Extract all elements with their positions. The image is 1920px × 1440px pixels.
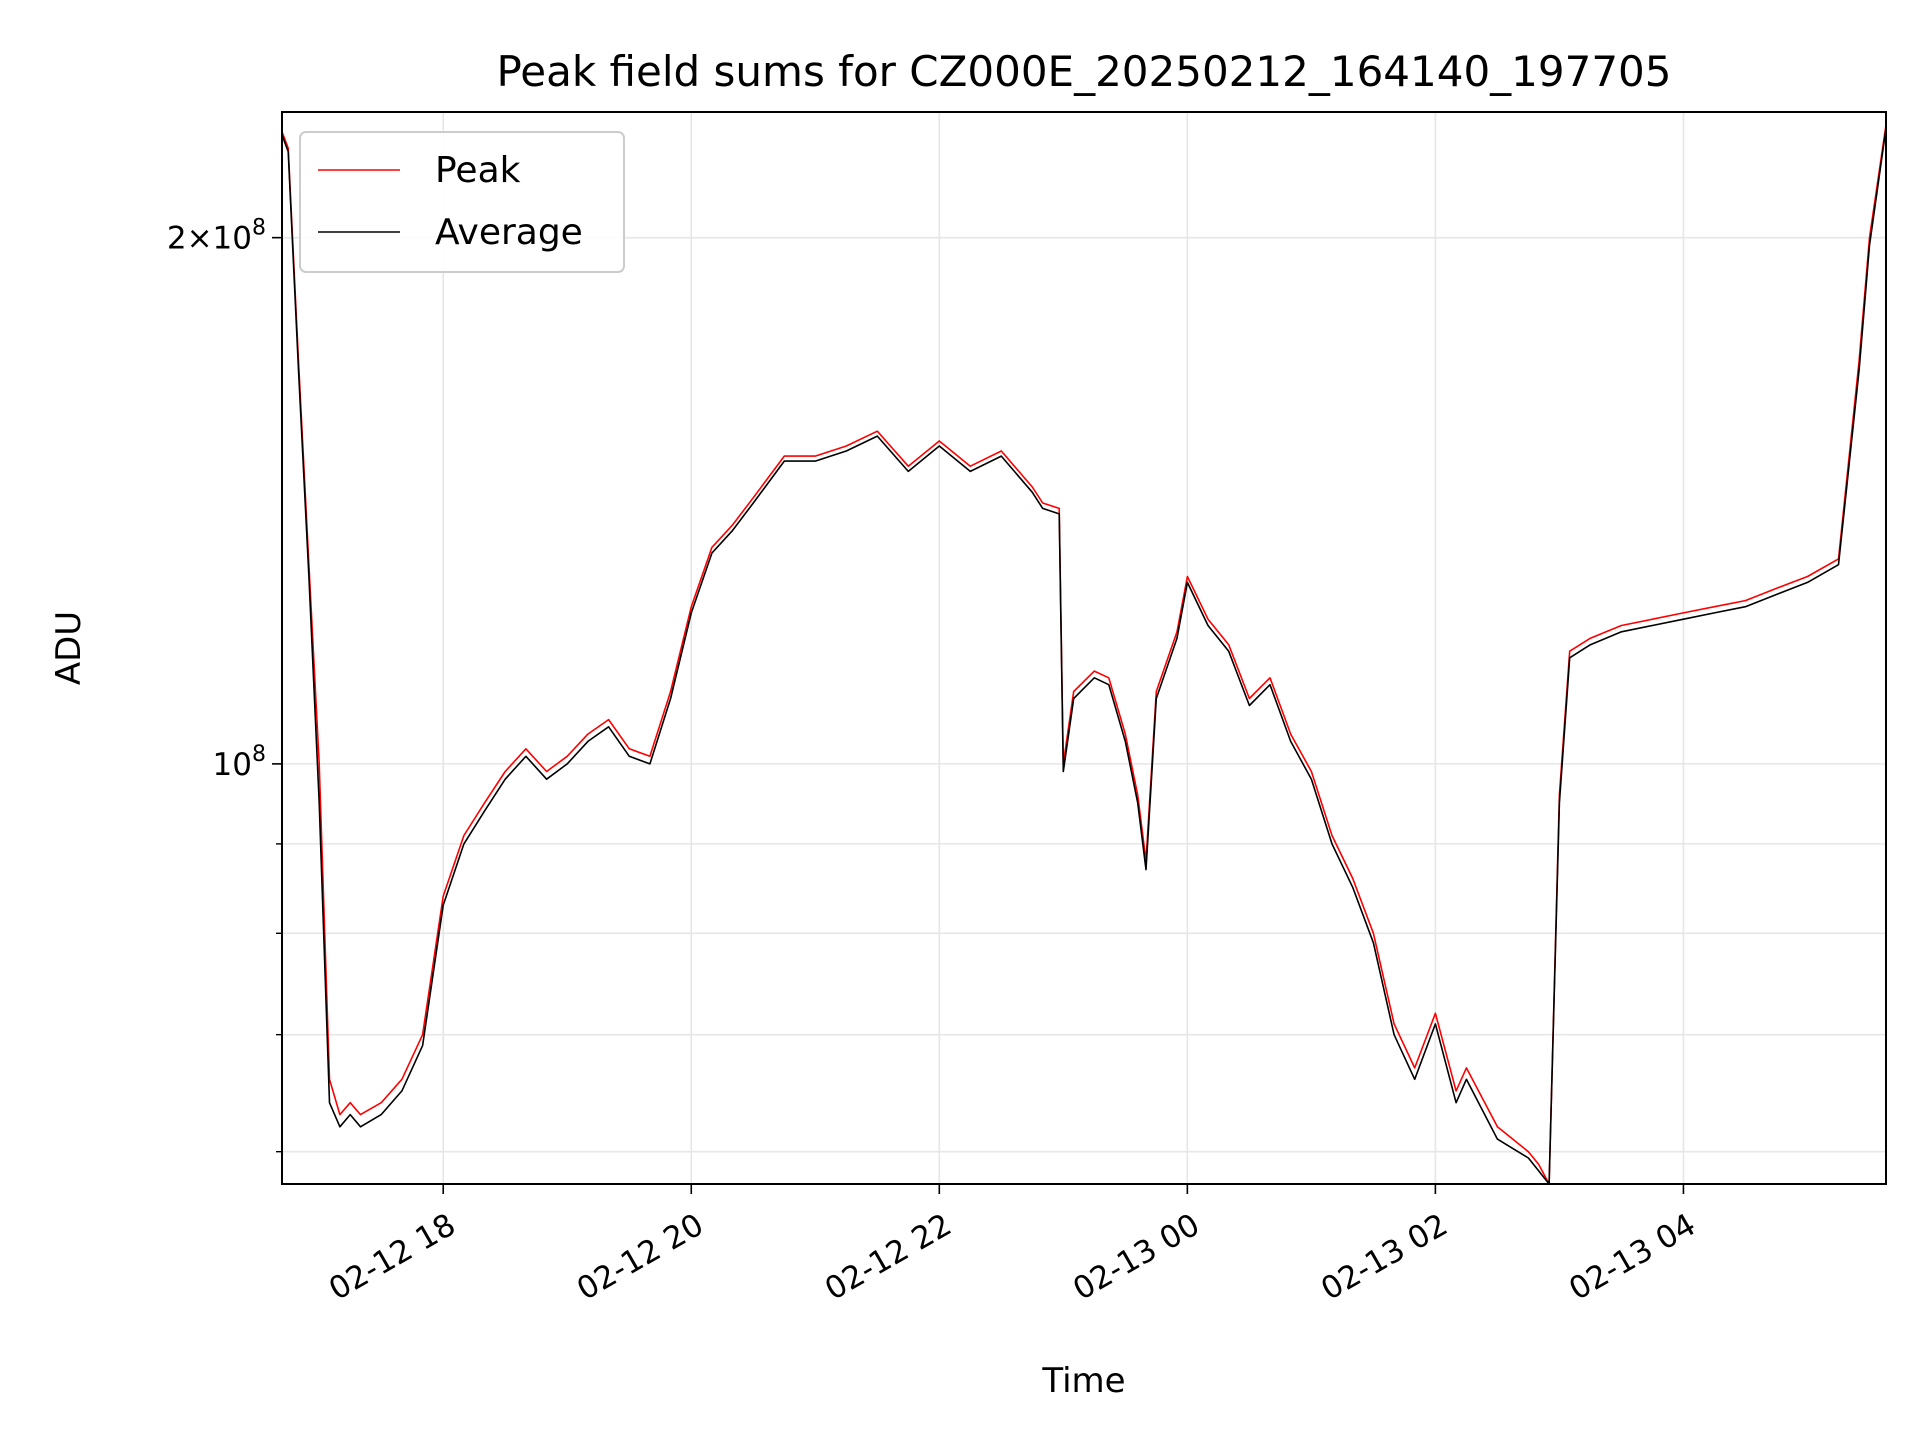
y-tick-label: 108 — [213, 742, 266, 783]
y-axis-title: ADU — [49, 611, 89, 685]
legend: Peak Average — [299, 131, 625, 273]
legend-label-peak: Peak — [435, 150, 521, 191]
series-line-average — [282, 128, 1886, 1184]
y-tick-label: 2×108 — [167, 216, 266, 257]
plot-frame — [281, 111, 1887, 1185]
chart-title: Peak field sums for CZ000E_20250212_1641… — [496, 47, 1671, 96]
legend-label-average: Average — [435, 212, 583, 253]
x-axis-title: Time — [1041, 1361, 1125, 1401]
legend-box — [299, 131, 625, 273]
y-axis: 108 2×108 — [167, 216, 282, 1153]
series-layer — [282, 124, 1886, 1184]
